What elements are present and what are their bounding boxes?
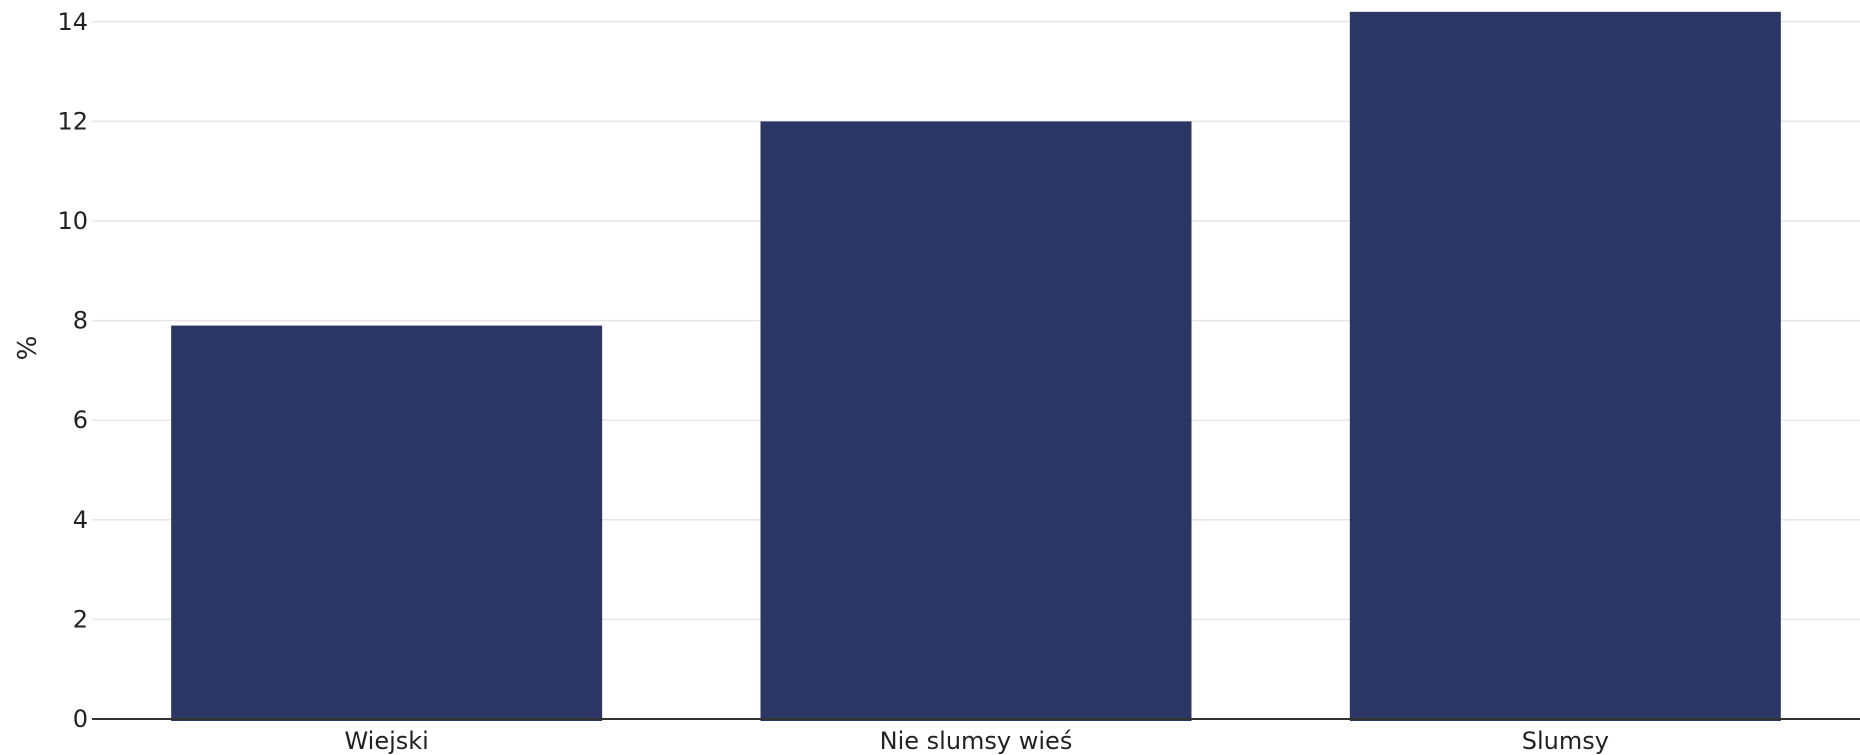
y-tick-label: 14 (57, 8, 88, 36)
y-tick-label: 10 (57, 207, 88, 235)
x-tick-label: Slumsy (1522, 727, 1609, 755)
bar (171, 325, 603, 721)
y-tick-label: 2 (73, 605, 88, 633)
y-tick-label: 8 (73, 307, 88, 335)
y-axis-label: % (13, 336, 43, 361)
bar (1349, 11, 1781, 721)
bar (760, 121, 1192, 721)
y-tick-label: 0 (73, 705, 88, 733)
x-tick-labels: Wiejski Nie slumsy wieś Slumsy (344, 727, 1608, 755)
y-tick-label: 4 (73, 506, 88, 534)
x-tick-label: Nie slumsy wieś (880, 727, 1073, 755)
x-tick-label: Wiejski (344, 727, 428, 755)
y-tick-label: 12 (57, 107, 88, 135)
y-tick-label: 6 (73, 406, 88, 434)
bars (171, 11, 1781, 721)
y-tick-labels: 0 2 4 6 8 10 12 14 (57, 8, 88, 733)
